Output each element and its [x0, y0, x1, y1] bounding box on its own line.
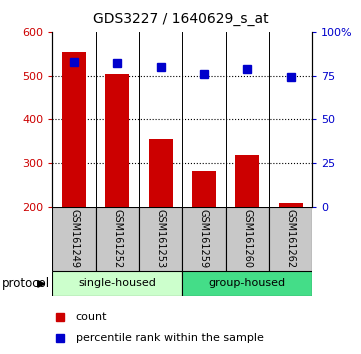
Text: GSM161253: GSM161253 [156, 209, 166, 269]
Text: protocol: protocol [2, 278, 50, 290]
Bar [182, 207, 226, 271]
Bar [52, 207, 96, 271]
Bar [96, 207, 139, 271]
Text: GSM161249: GSM161249 [69, 210, 79, 268]
Text: GSM161259: GSM161259 [199, 209, 209, 269]
Text: count: count [76, 312, 107, 322]
Bar [105, 74, 129, 207]
Bar [279, 203, 303, 207]
Text: GSM161252: GSM161252 [112, 209, 122, 269]
Text: GSM161260: GSM161260 [242, 210, 252, 268]
Text: GDS3227 / 1640629_s_at: GDS3227 / 1640629_s_at [93, 12, 268, 27]
Bar [192, 171, 216, 207]
Bar [139, 207, 182, 271]
Bar [269, 207, 312, 271]
Text: group-housed: group-housed [209, 278, 286, 288]
Bar [226, 207, 269, 271]
Text: percentile rank within the sample: percentile rank within the sample [76, 332, 264, 343]
Bar [182, 271, 312, 296]
Text: single-housed: single-housed [78, 278, 156, 288]
Text: GSM161262: GSM161262 [286, 209, 296, 269]
Bar [149, 139, 173, 207]
Bar [62, 52, 86, 207]
Bar [52, 271, 182, 296]
Bar [235, 155, 259, 207]
